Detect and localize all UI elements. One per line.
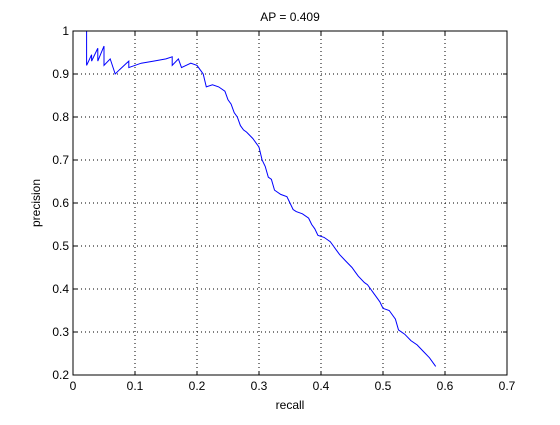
x-tick-labels: 0 0.1 0.2 0.3 0.4 0.5 0.6 0.7 [70, 379, 516, 393]
x-tick-label: 0.3 [251, 379, 268, 393]
y-tick-label: 0.6 [52, 196, 69, 210]
x-tick-label: 0 [70, 379, 77, 393]
x-tick-label: 0.6 [437, 379, 454, 393]
x-tick-label: 0.2 [189, 379, 206, 393]
y-tick-label: 0.7 [52, 153, 69, 167]
grid [73, 31, 507, 375]
tick-marks [72, 30, 508, 376]
x-tick-label: 0.7 [499, 379, 516, 393]
x-axis-label: recall [276, 398, 305, 412]
y-tick-label: 0.8 [52, 110, 69, 124]
y-axis-label: precision [29, 179, 43, 227]
y-tick-label: 0.4 [52, 282, 69, 296]
y-tick-label: 1 [62, 24, 69, 38]
series-group [86, 31, 437, 367]
precision-recall-curve [86, 31, 437, 367]
x-tick-label: 0.4 [313, 379, 330, 393]
x-tick-label: 0.1 [127, 379, 144, 393]
y-tick-label: 0.3 [52, 325, 69, 339]
y-tick-label: 0.5 [52, 239, 69, 253]
y-tick-label: 0.9 [52, 67, 69, 81]
y-tick-labels: 0.2 0.3 0.4 0.5 0.6 0.7 0.8 0.9 1 [52, 24, 69, 382]
chart-title: AP = 0.409 [260, 10, 320, 24]
x-tick-label: 0.5 [375, 379, 392, 393]
y-tick-label: 0.2 [52, 368, 69, 382]
